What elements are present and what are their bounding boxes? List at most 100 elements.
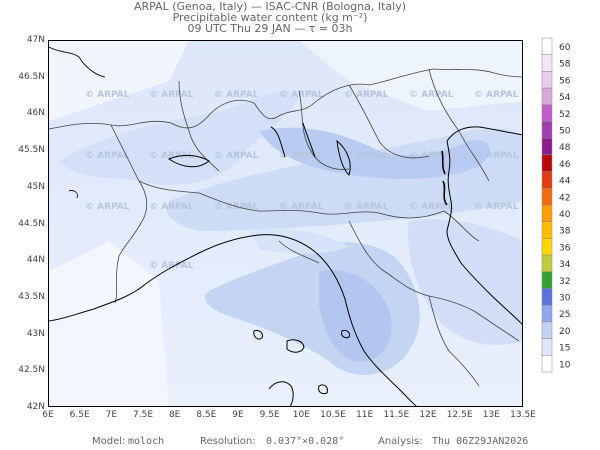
colorbar-label: 36 — [559, 243, 571, 253]
colorbar-label: 44 — [559, 177, 571, 187]
regional-border — [178, 80, 220, 172]
regional-border — [348, 84, 430, 159]
map-panel[interactable]: © ARPAL © ARPAL © ARPAL © ARPAL © ARPAL … — [48, 40, 523, 407]
field-dry-patch — [299, 41, 522, 111]
colorbar-swatch — [541, 37, 553, 55]
watermark: © ARPAL — [149, 202, 194, 212]
lake-geneva — [49, 46, 106, 78]
lon-tick-label: 8.5E — [196, 410, 217, 420]
lat-tick-label: 46.5N — [18, 71, 45, 82]
lon-tick-label: 12E — [419, 410, 437, 420]
lat-tick-label: 43.5N — [18, 291, 45, 302]
watermark: © ARPAL — [149, 90, 194, 100]
colorbar-swatch — [541, 321, 553, 339]
colorbar-svg: 60 58 56 54 52 50 48 46 44 42 40 38 36 34 32 30 25 20 15 10 — [541, 37, 571, 373]
lon-tick-label: 9.5E — [259, 410, 280, 420]
lat-tick-label: 43N — [26, 328, 45, 339]
regional-border — [428, 295, 480, 387]
watermark: © ARPAL — [85, 202, 130, 212]
colorbar-swatch — [541, 338, 553, 356]
regional-border — [138, 180, 445, 219]
model-label: Model: — [92, 436, 126, 447]
colorbar-label: 32 — [559, 277, 570, 287]
colorbar-swatch — [541, 104, 553, 122]
field-wet-patch — [259, 127, 490, 179]
map-canvas: © ARPAL © ARPAL © ARPAL © ARPAL © ARPAL … — [49, 41, 522, 406]
lon-tick-label: 13E — [482, 410, 500, 420]
field-moist-patch — [408, 219, 522, 345]
colorbar-swatch — [541, 271, 553, 289]
watermark: © ARPAL — [85, 90, 130, 100]
lat-tick-label: 45.5N — [18, 145, 45, 156]
ligurian-tyrrhenian-coast — [49, 234, 417, 406]
header-variable: Precipitable water content (kg m⁻²) — [172, 11, 368, 24]
watermark: © ARPAL — [279, 202, 324, 212]
header-institutions: ARPAL (Genoa, Italy) — ISAC-CNR (Bologna… — [133, 0, 407, 13]
lon-tick-label: 7.5E — [133, 410, 153, 420]
regional-border — [278, 240, 320, 264]
regional-border — [473, 310, 520, 342]
lake — [68, 190, 78, 199]
colorbar: 60 58 56 54 52 50 48 46 44 42 40 38 36 34 32 30 25 20 15 10 — [540, 33, 580, 417]
colorbar-label: 40 — [559, 210, 571, 220]
watermark: © ARPAL — [474, 151, 519, 161]
colorbar-label: 56 — [559, 76, 571, 86]
lake-maggiore — [270, 126, 286, 158]
field-moist-patch — [59, 90, 299, 185]
colorbar-label: 38 — [559, 227, 571, 237]
colorbar-swatch — [541, 87, 553, 106]
regional-border — [443, 210, 480, 242]
watermark: © ARPAL — [344, 90, 389, 100]
watermark: © ARPAL — [279, 151, 324, 161]
colorbar-swatch — [541, 204, 553, 222]
colorbar-swatch — [541, 137, 553, 156]
colorbar-label: 20 — [559, 327, 571, 337]
colorbar-swatch — [541, 221, 553, 239]
watermark: © ARPAL — [214, 151, 259, 161]
lon-tick-label: 11E — [356, 410, 374, 420]
lon-tick-label: 10E — [292, 410, 310, 420]
regional-border — [298, 90, 350, 170]
island-pianosa — [341, 330, 350, 339]
watermark: © ARPAL — [344, 151, 389, 161]
analysis-value: Thu 06Z29JAN2026 — [432, 436, 529, 447]
lon-tick-label: 6.5E — [69, 410, 90, 420]
colorbar-label: 54 — [559, 93, 571, 103]
watermark: © ARPAL — [409, 151, 454, 161]
colorbar-swatch — [541, 121, 553, 139]
colorbar-swatch — [541, 154, 553, 172]
watermark-layer: © ARPAL © ARPAL © ARPAL © ARPAL © ARPAL … — [85, 90, 519, 271]
venice-lagoon-coast — [446, 126, 522, 142]
colorbar-label: 34 — [559, 260, 571, 270]
colorbar-swatch — [541, 304, 553, 323]
resolution-value: 0.037°×0.028° — [266, 436, 345, 447]
colorbar-swatch — [541, 54, 553, 72]
colorbar-label: 58 — [559, 60, 571, 70]
watermark: © ARPAL — [474, 202, 519, 212]
swiss-border — [49, 68, 522, 130]
colorbar-swatch — [541, 71, 553, 89]
watermark: © ARPAL — [149, 151, 194, 161]
watermark: © ARPAL — [279, 90, 324, 100]
admin-borders — [49, 68, 522, 387]
french-italian-border — [110, 124, 148, 304]
lat-tick-label: 47N — [26, 35, 45, 45]
watermark: © ARPAL — [474, 90, 519, 100]
regional-border — [348, 220, 475, 312]
watermark: © ARPAL — [149, 261, 194, 271]
colorbar-label: 30 — [559, 294, 571, 304]
colorbar-label: 50 — [559, 127, 571, 137]
lon-tick-label: 7E — [105, 410, 118, 420]
island-elba — [286, 339, 305, 353]
watermark: © ARPAL — [214, 90, 259, 100]
watermark: © ARPAL — [85, 151, 130, 161]
colorbar-swatch — [541, 288, 553, 306]
colorbar-swatch — [541, 171, 553, 189]
watermark: © ARPAL — [409, 90, 454, 100]
lat-tick-label: 42.5N — [18, 365, 45, 376]
watermark: © ARPAL — [344, 202, 389, 212]
lon-tick-label: 6E — [42, 410, 54, 420]
lon-tick-label: 11.5E — [383, 410, 410, 420]
lat-tick-label: 44.5N — [18, 218, 45, 229]
lake-lucerne — [167, 154, 210, 168]
